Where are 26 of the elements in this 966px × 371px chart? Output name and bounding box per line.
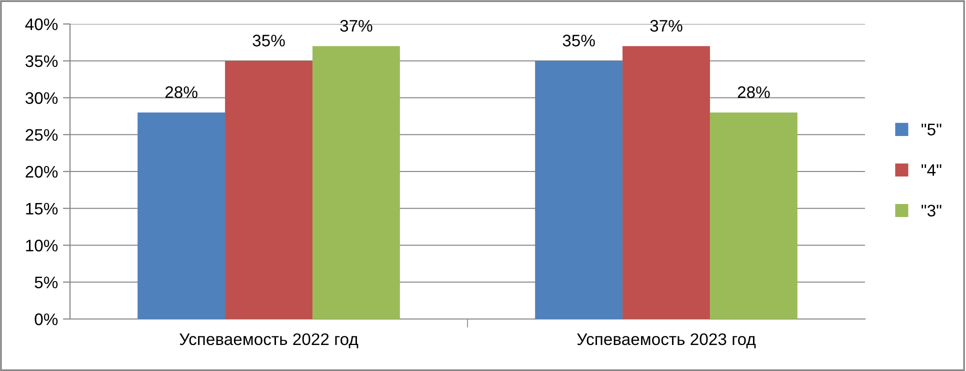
y-tick-label: 10% [26,240,58,252]
bar [622,46,710,319]
y-tick-label: 30% [25,92,58,104]
y-tick-label: 15% [26,202,58,215]
legend-label: "5" [922,124,942,136]
y-tick-label: 35% [25,55,58,68]
data-label: 28% [738,86,770,98]
y-tick-label: 40% [25,18,58,30]
legend-label: "3" [922,204,942,217]
data-label: 35% [562,34,595,46]
data-label: 28% [165,86,198,98]
y-tick-label: 20% [26,166,58,178]
bar [138,112,226,319]
bar [535,60,623,319]
bar [312,46,400,319]
x-tick-label: Успеваемость 2023 год [577,333,756,348]
y-tick-label: 0% [34,313,58,326]
bar [225,60,312,319]
y-tick-label: 25% [26,129,58,141]
y-tick-label: 5% [34,276,58,288]
data-label: 37% [650,20,682,32]
x-tick-label: Успеваемость 2022 год [180,333,358,348]
legend-label: "4" [922,164,942,176]
data-label: 37% [340,20,372,32]
data-label: 35% [252,34,285,46]
bar [710,112,798,319]
